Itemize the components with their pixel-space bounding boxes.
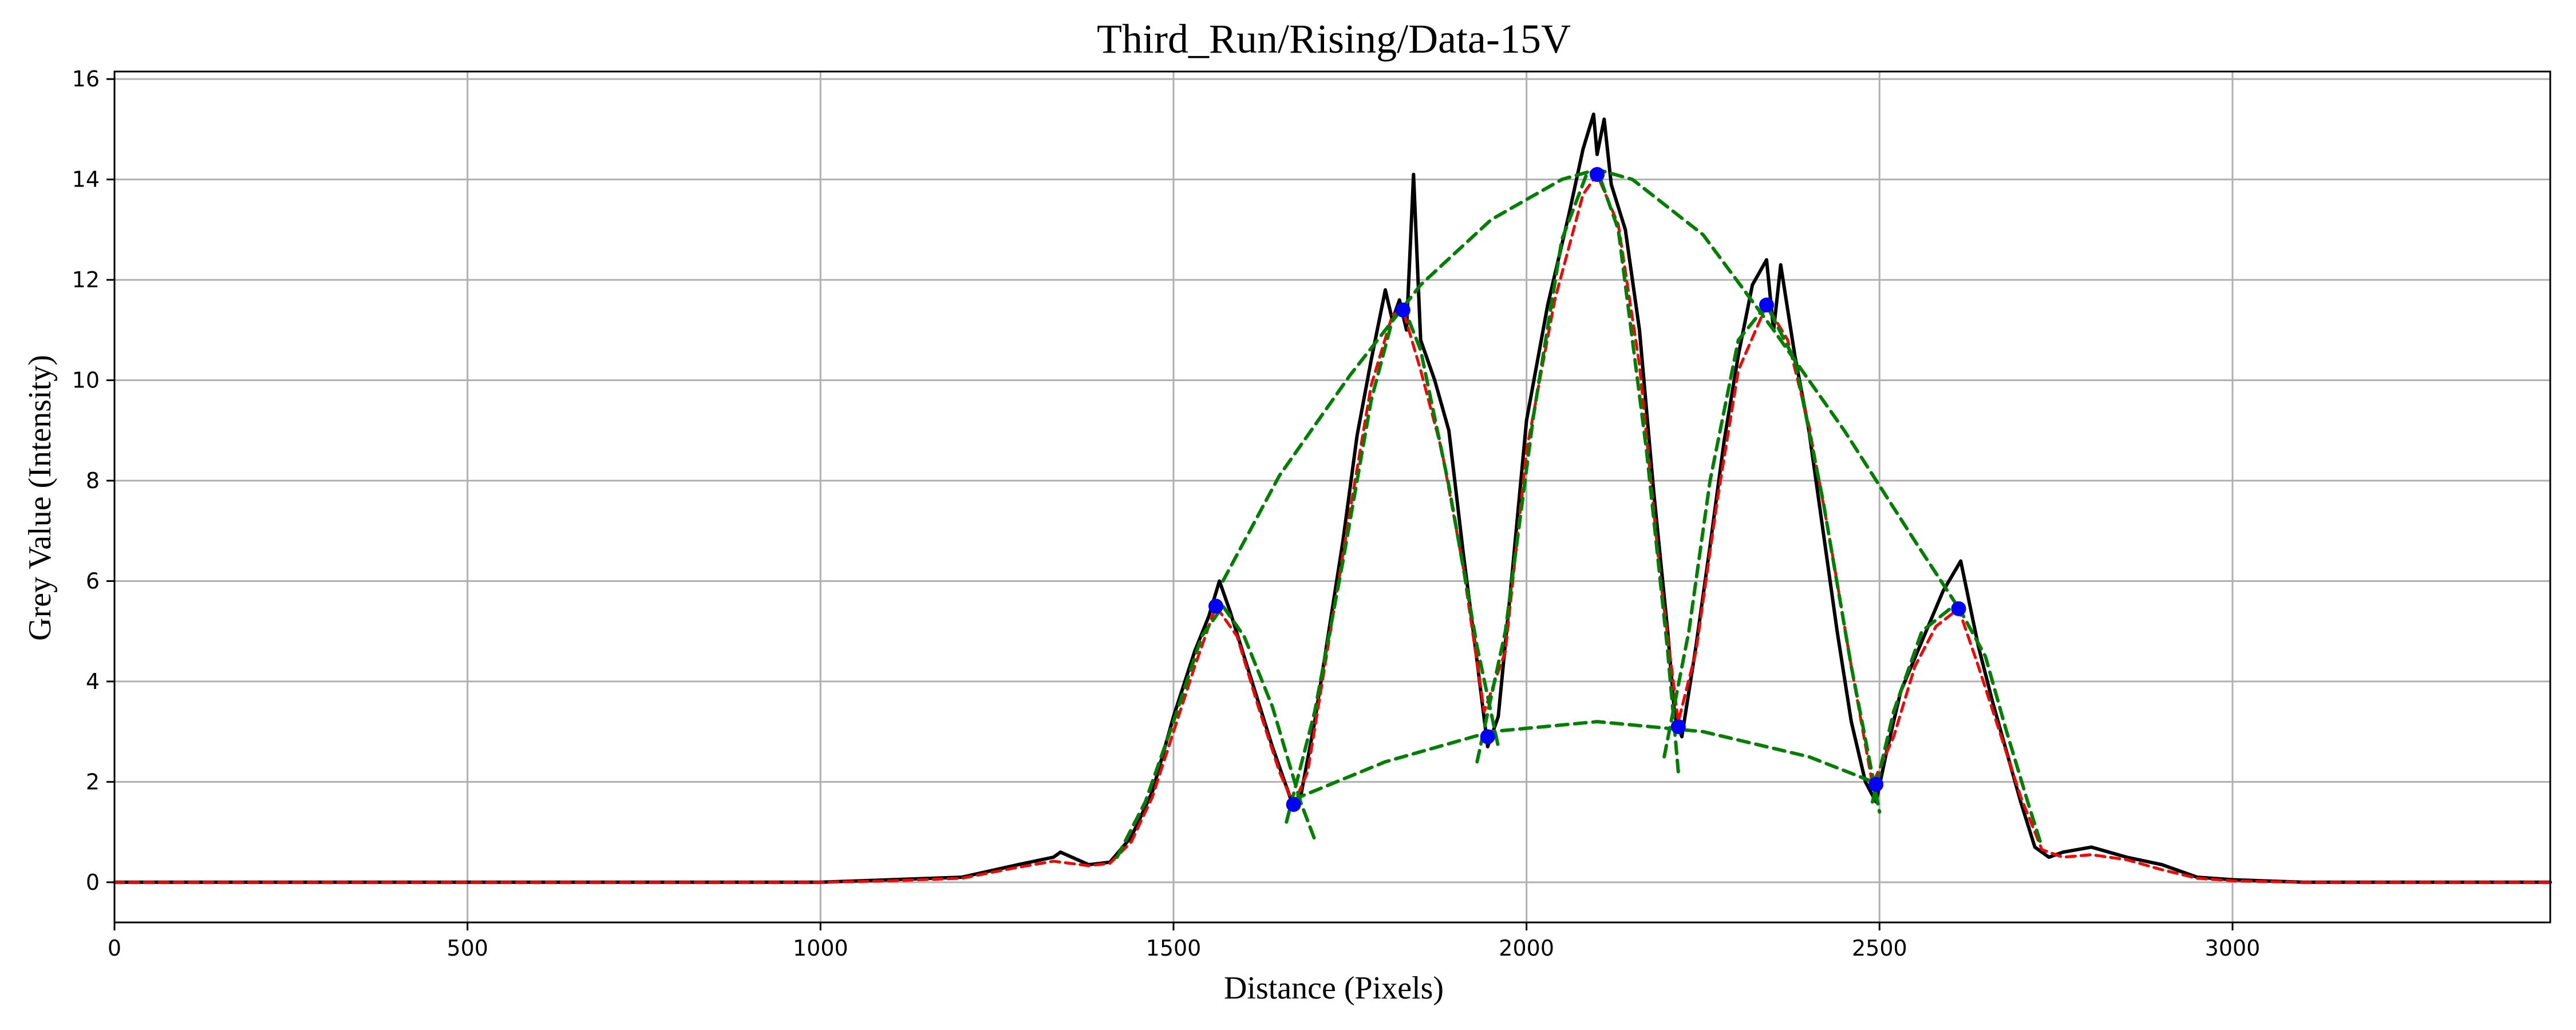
y-tick-label: 12 bbox=[72, 267, 100, 292]
x-axis-label: Distance (Pixels) bbox=[1224, 970, 1444, 1006]
y-tick-label: 6 bbox=[86, 568, 100, 593]
y-tick-label: 4 bbox=[86, 669, 100, 694]
chart-title: Third_Run/Rising/Data-15V bbox=[1097, 16, 1571, 62]
peak-marker bbox=[1951, 601, 1966, 616]
smoothed-profile-line bbox=[113, 173, 2552, 884]
y-tick-label: 8 bbox=[86, 468, 100, 493]
y-tick-label: 0 bbox=[86, 870, 100, 895]
x-tick-label: 3000 bbox=[2205, 936, 2261, 961]
y-tick-label: 16 bbox=[72, 66, 100, 92]
x-tick-label: 1500 bbox=[1146, 936, 1202, 961]
y-axis-ticks: 0 2 4 6 8 10 12 14 16 bbox=[72, 66, 114, 895]
x-tick-label: 500 bbox=[447, 936, 488, 961]
peak-marker bbox=[1759, 297, 1774, 312]
peak-marker bbox=[1480, 729, 1495, 744]
x-axis-ticks: 0 500 1000 1500 2000 2500 3000 bbox=[108, 922, 2260, 961]
y-tick-label: 10 bbox=[72, 368, 100, 393]
peak-marker bbox=[1286, 797, 1301, 812]
x-tick-label: 2000 bbox=[1499, 936, 1554, 961]
plot-frame bbox=[113, 70, 2551, 924]
lower-envelope-fit-line bbox=[1291, 720, 1882, 802]
peak-marker bbox=[1868, 777, 1884, 792]
raw-profile-line bbox=[113, 112, 2552, 884]
y-axis-label: Grey Value (Intensity) bbox=[22, 355, 58, 641]
peak-marker bbox=[1670, 719, 1686, 734]
x-tick-label: 1000 bbox=[793, 936, 848, 961]
y-tick-label: 14 bbox=[72, 167, 100, 192]
peak-marker bbox=[1395, 302, 1411, 318]
x-tick-label: 2500 bbox=[1852, 936, 1907, 961]
plot-area bbox=[113, 112, 2552, 884]
peak-marker bbox=[1208, 599, 1223, 614]
peak-marker bbox=[1590, 167, 1605, 182]
x-tick-label: 0 bbox=[108, 936, 121, 961]
y-tick-label: 2 bbox=[86, 769, 100, 794]
